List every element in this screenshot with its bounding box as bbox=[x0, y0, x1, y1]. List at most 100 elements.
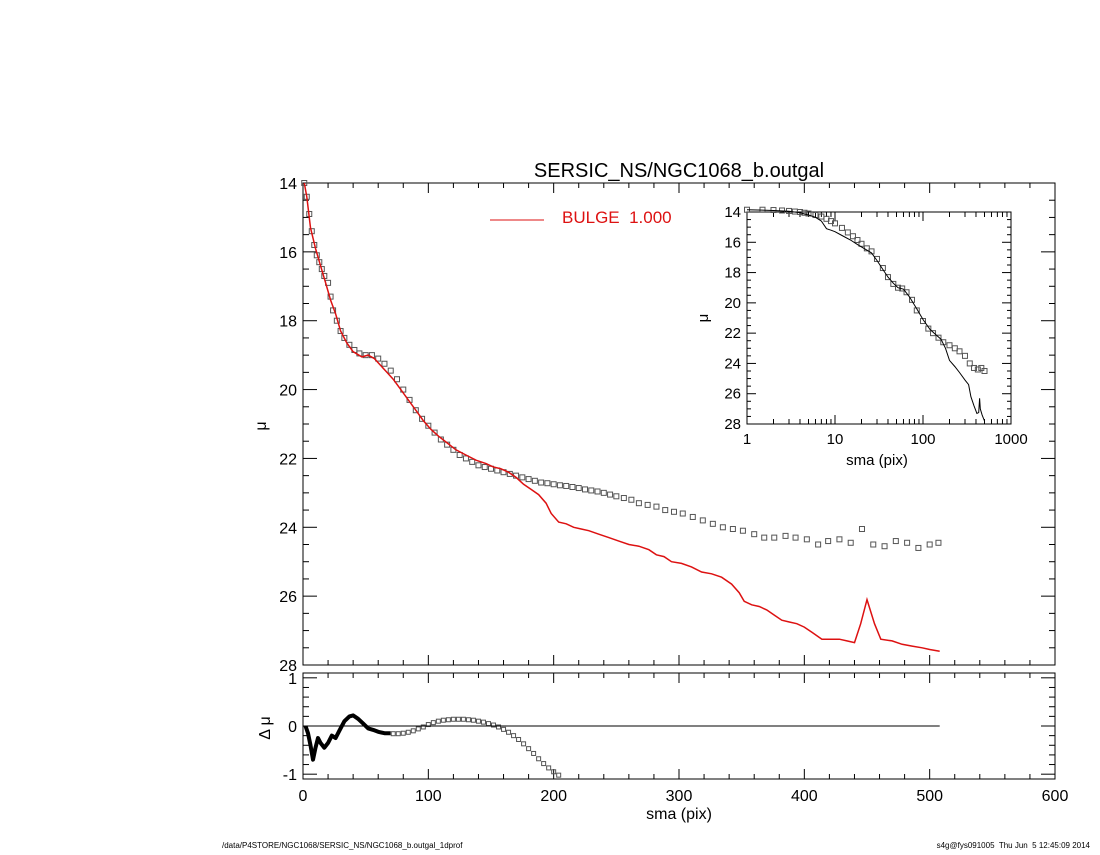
residual-point bbox=[450, 716, 456, 722]
residual-point bbox=[501, 726, 507, 732]
main-ticks bbox=[302, 182, 1056, 666]
main-data-point bbox=[569, 484, 576, 491]
inset-x-tick-label: 100 bbox=[910, 431, 935, 448]
inset-x-tick-labels: 1 10 100 1000 bbox=[743, 431, 1028, 448]
main-data-point bbox=[679, 510, 686, 517]
residual-point bbox=[460, 716, 466, 722]
inset-y-tick-label: 22 bbox=[724, 325, 741, 342]
main-data-point bbox=[600, 489, 607, 496]
residual-point bbox=[521, 741, 527, 747]
main-y-tick-label: 14 bbox=[279, 176, 297, 193]
residual-point bbox=[420, 724, 426, 730]
residual-point bbox=[531, 750, 537, 756]
inset-data-point bbox=[925, 325, 932, 332]
main-data-point bbox=[847, 539, 854, 546]
main-data-point bbox=[588, 487, 595, 494]
residual-y-axis-label: Δ μ bbox=[257, 716, 274, 739]
main-data-point bbox=[904, 539, 911, 546]
inset-y-tick-label: 18 bbox=[724, 265, 741, 282]
residual-point bbox=[435, 718, 441, 724]
main-data-point bbox=[836, 536, 843, 543]
inset-y-tick-label: 26 bbox=[724, 386, 741, 403]
main-data-point bbox=[431, 429, 438, 436]
main-data-point bbox=[620, 495, 627, 502]
residual-x-tick-label: 100 bbox=[415, 788, 442, 805]
inset-data-point bbox=[801, 209, 808, 216]
residual-point bbox=[475, 718, 481, 724]
main-y-tick-labels: 14 16 18 20 22 24 26 28 bbox=[279, 176, 297, 675]
inset-model-line bbox=[746, 209, 985, 422]
residual-point bbox=[506, 729, 512, 735]
residual-point bbox=[546, 765, 552, 771]
main-data-point bbox=[550, 481, 557, 488]
bulge-model-line bbox=[303, 182, 940, 652]
inset-x-axis-label: sma (pix) bbox=[846, 452, 908, 469]
main-data-point bbox=[475, 462, 482, 469]
residual-x-axis-label: sma (pix) bbox=[646, 806, 712, 823]
main-data-point bbox=[556, 482, 563, 489]
main-data-point bbox=[538, 479, 545, 486]
main-data-point bbox=[653, 503, 660, 510]
inset-data-point bbox=[849, 233, 856, 240]
legend-label: BULGE 1.000 bbox=[562, 208, 672, 227]
residual-point bbox=[541, 761, 547, 767]
main-data-point bbox=[881, 543, 888, 550]
residual-point bbox=[470, 717, 476, 723]
main-data-point bbox=[531, 477, 538, 484]
main-data-point bbox=[729, 526, 736, 533]
residual-point bbox=[551, 769, 557, 775]
main-data-point bbox=[563, 482, 570, 489]
main-data-point bbox=[575, 485, 582, 492]
inset-x-tick-label: 1 bbox=[743, 431, 751, 448]
inset-background bbox=[747, 212, 1011, 424]
inset-data-point bbox=[935, 334, 942, 341]
main-data-point bbox=[635, 500, 642, 507]
main-data-point bbox=[670, 508, 677, 515]
residual-point bbox=[405, 729, 411, 735]
chart-title: SERSIC_NS/NGC1068_b.outgal bbox=[534, 160, 824, 182]
inset-data-point bbox=[844, 229, 851, 236]
residual-point bbox=[425, 722, 431, 728]
residual-point bbox=[556, 772, 562, 778]
residual-point bbox=[536, 756, 542, 762]
residual-y-tick-label: 0 bbox=[288, 719, 297, 736]
residual-thick-line bbox=[303, 713, 391, 762]
main-data-point bbox=[803, 536, 810, 543]
residual-point bbox=[491, 722, 497, 728]
main-data-point bbox=[394, 376, 400, 383]
main-data-point bbox=[419, 415, 426, 422]
residual-y-tick-label: -1 bbox=[283, 767, 297, 784]
main-data-point bbox=[815, 541, 822, 548]
residual-point bbox=[465, 717, 471, 723]
residual-x-tick-label: 0 bbox=[299, 788, 308, 805]
residual-point bbox=[511, 733, 517, 739]
main-data-point bbox=[915, 544, 922, 551]
residual-point bbox=[485, 721, 491, 727]
main-data-point bbox=[662, 507, 669, 514]
main-data-point bbox=[341, 334, 348, 341]
residual-y-tick-label: 1 bbox=[288, 671, 297, 688]
main-data-point bbox=[761, 534, 768, 541]
main-data-point bbox=[519, 474, 526, 481]
main-data-point bbox=[544, 480, 551, 487]
inset-data-point bbox=[956, 348, 963, 355]
main-data-point bbox=[792, 534, 799, 541]
inset-data-point bbox=[838, 224, 845, 231]
residual-point bbox=[400, 730, 406, 736]
main-data-points bbox=[301, 180, 942, 551]
main-data-point bbox=[607, 491, 614, 498]
residual-point bbox=[410, 728, 416, 734]
main-data-point bbox=[594, 488, 601, 495]
main-data-point bbox=[644, 501, 651, 508]
inset-data-point bbox=[805, 210, 812, 217]
main-data-point bbox=[387, 367, 394, 374]
inset-data-point bbox=[832, 220, 838, 227]
inset-data-point bbox=[854, 237, 861, 244]
residual-point bbox=[526, 746, 532, 752]
residual-point bbox=[455, 716, 461, 722]
residual-point bbox=[516, 736, 522, 742]
main-data-point bbox=[892, 538, 899, 545]
main-data-point bbox=[771, 534, 778, 541]
main-data-point bbox=[425, 422, 432, 429]
